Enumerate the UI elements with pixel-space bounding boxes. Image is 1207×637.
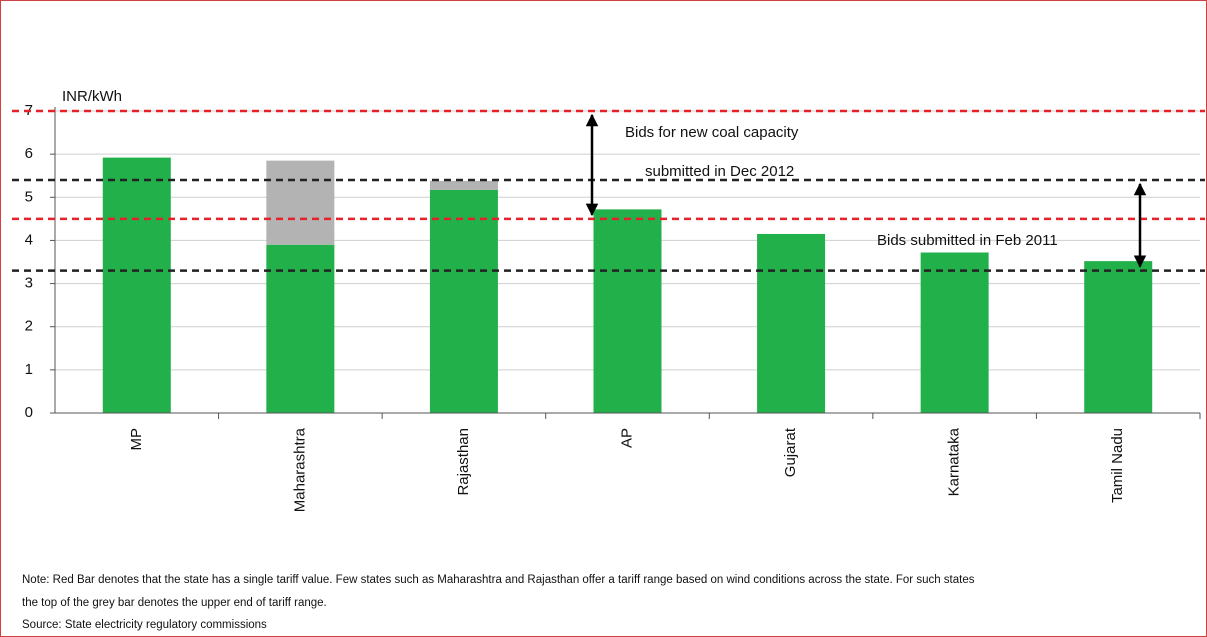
bar — [102, 157, 171, 413]
bar — [757, 233, 826, 413]
bar — [429, 180, 498, 190]
bar — [920, 252, 989, 413]
x-tick-label: Gujarat — [782, 427, 799, 477]
y-tick-label: 6 — [25, 145, 33, 162]
y-tick-label: 2 — [25, 318, 33, 335]
bar — [266, 160, 335, 245]
annotation: Bids submitted in Feb 2011 — [877, 232, 1058, 249]
x-tick-label: Tamil Nadu — [1109, 428, 1126, 503]
y-tick-label: 3 — [25, 275, 33, 292]
annotation: submitted in Dec 2012 — [645, 163, 794, 180]
bar — [266, 244, 335, 413]
y-axis-label: INR/kWh — [62, 88, 122, 105]
annotation: Bids for new coal capacity — [625, 124, 799, 141]
y-tick-label: 0 — [25, 404, 33, 421]
bar — [429, 189, 498, 413]
y-tick-label: 4 — [25, 231, 33, 248]
x-tick-label: Maharashtra — [291, 427, 308, 512]
x-tick-label: AP — [618, 428, 635, 448]
y-tick-label: 1 — [25, 361, 33, 378]
x-tick-label: Karnataka — [946, 427, 963, 496]
x-tick-label: MP — [128, 428, 145, 451]
source: Source: State electricity regulatory com… — [22, 619, 267, 631]
note-line: the top of the grey bar denotes the uppe… — [22, 597, 327, 609]
x-tick-label: Rajasthan — [455, 428, 472, 496]
note-line: Note: Red Bar denotes that the state has… — [22, 574, 975, 586]
bar — [593, 209, 662, 413]
y-tick-label: 5 — [25, 188, 33, 205]
bar — [1084, 261, 1153, 413]
